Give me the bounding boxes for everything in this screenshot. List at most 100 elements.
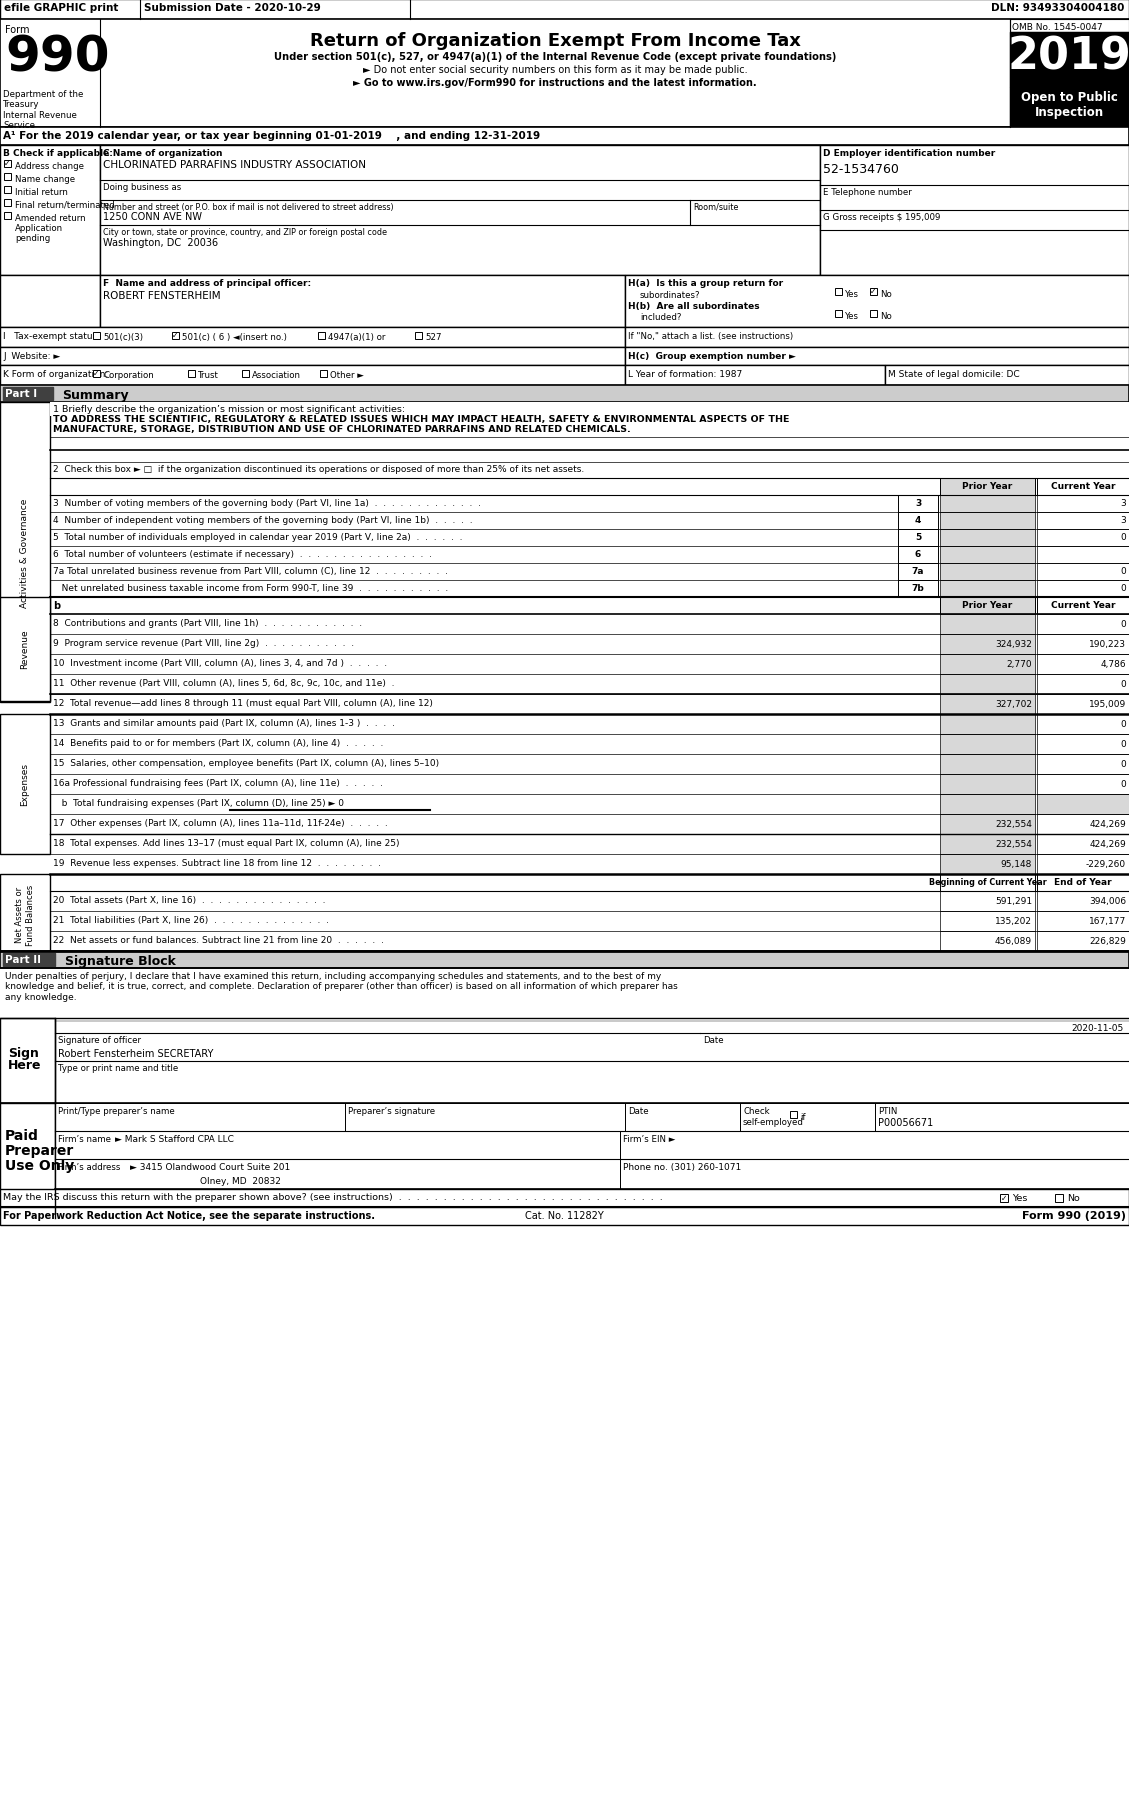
Bar (739, 1104, 875, 1131)
Bar (1038, 513, 1129, 529)
Text: 990: 990 (5, 33, 110, 81)
Text: Doing business as: Doing business as (103, 183, 182, 192)
Text: Check: Check (743, 1106, 770, 1115)
Text: Beginning of Current Year: Beginning of Current Year (929, 878, 1047, 887)
Text: 1250 CONN AVE NW: 1250 CONN AVE NW (103, 211, 202, 222)
Text: 501(c) ( 6 ) ◄(insert no.): 501(c) ( 6 ) ◄(insert no.) (182, 332, 287, 342)
Bar (620, 1131, 1129, 1160)
Text: MANUFACTURE, STORAGE, DISTRIBUTION AND USE OF CHLORINATED PARRAFINS AND RELATED : MANUFACTURE, STORAGE, DISTRIBUTION AND U… (53, 425, 631, 434)
Text: ► Go to www.irs.gov/Form990 for instructions and the latest information.: ► Go to www.irs.gov/Form990 for instruct… (353, 78, 756, 89)
Text: Association: Association (252, 370, 301, 379)
Bar (625, 365, 885, 385)
Bar (898, 580, 938, 598)
Bar (1038, 495, 1129, 513)
Text: 1 Briefly describe the organization’s mission or most significant activities:: 1 Briefly describe the organization’s mi… (53, 405, 405, 414)
Text: Under penalties of perjury, I declare that I have examined this return, includin: Under penalties of perjury, I declare th… (5, 972, 677, 1001)
Text: Print/Type preparer’s name: Print/Type preparer’s name (58, 1106, 175, 1115)
Bar (0, 952, 1129, 969)
Bar (3, 954, 55, 967)
Bar (940, 654, 1035, 674)
Bar (1038, 835, 1129, 855)
Bar (1038, 529, 1129, 548)
Bar (345, 1104, 625, 1131)
Text: May the IRS discuss this return with the preparer shown above? (see instructions: May the IRS discuss this return with the… (3, 1193, 663, 1202)
Bar (55, 1104, 345, 1131)
Bar (1038, 694, 1129, 714)
Text: City or town, state or province, country, and ZIP or foreign postal code: City or town, state or province, country… (103, 228, 387, 237)
Bar (940, 598, 1035, 614)
Text: 0: 0 (1120, 679, 1126, 688)
Text: 9  Program service revenue (Part VIII, line 2g)  .  .  .  .  .  .  .  .  .  .  .: 9 Program service revenue (Part VIII, li… (53, 638, 355, 647)
Text: 4: 4 (914, 515, 921, 524)
Text: Initial return: Initial return (15, 188, 68, 197)
Bar (1038, 735, 1129, 755)
Text: DLN: 93493304004180: DLN: 93493304004180 (990, 4, 1124, 13)
Bar (1038, 775, 1129, 795)
Text: Washington, DC  20036: Washington, DC 20036 (103, 239, 218, 248)
Bar (1010, 33, 1129, 89)
Text: 0: 0 (1120, 779, 1126, 788)
Bar (0, 1189, 1129, 1207)
Text: Yes: Yes (1012, 1193, 1027, 1202)
Bar (1038, 795, 1129, 815)
Text: 6: 6 (914, 549, 921, 558)
Text: C Name of organization: C Name of organization (103, 148, 222, 157)
Bar (1038, 674, 1129, 694)
Bar (0, 1207, 1129, 1225)
Bar (242, 370, 250, 378)
Text: Prior Year: Prior Year (962, 600, 1013, 609)
Text: 167,177: 167,177 (1088, 916, 1126, 925)
Text: Signature of officer: Signature of officer (58, 1035, 141, 1044)
Text: Return of Organization Exempt From Income Tax: Return of Organization Exempt From Incom… (309, 33, 800, 51)
Text: ROBERT FENSTERHEIM: ROBERT FENSTERHEIM (103, 291, 220, 300)
Text: Olney, MD  20832: Olney, MD 20832 (200, 1176, 281, 1185)
Bar (0, 327, 625, 347)
Bar (5, 201, 11, 206)
Text: For Paperwork Reduction Act Notice, see the separate instructions.: For Paperwork Reduction Act Notice, see … (3, 1211, 375, 1220)
Text: Sign: Sign (8, 1046, 38, 1059)
Text: Application: Application (15, 224, 63, 233)
Bar (415, 332, 422, 340)
Text: 10  Investment income (Part VIII, column (A), lines 3, 4, and 7d )  .  .  .  .  : 10 Investment income (Part VIII, column … (53, 658, 387, 667)
Text: 20  Total assets (Part X, line 16)  .  .  .  .  .  .  .  .  .  .  .  .  .  .  .: 20 Total assets (Part X, line 16) . . . … (53, 896, 325, 905)
Text: 2  Check this box ► □  if the organization discontinued its operations or dispos: 2 Check this box ► □ if the organization… (53, 464, 584, 473)
Bar (898, 513, 938, 529)
Bar (940, 548, 1035, 564)
Bar (100, 276, 625, 327)
Bar (0, 1104, 55, 1218)
Text: 12  Total revenue—add lines 8 through 11 (must equal Part VIII, column (A), line: 12 Total revenue—add lines 8 through 11 … (53, 699, 432, 708)
Text: 501(c)(3): 501(c)(3) (103, 332, 143, 342)
Text: 0: 0 (1120, 584, 1126, 593)
Text: Here: Here (8, 1059, 42, 1072)
Text: Date: Date (703, 1035, 724, 1044)
Bar (0, 365, 625, 385)
Text: ► Mark S Stafford CPA LLC: ► Mark S Stafford CPA LLC (115, 1135, 234, 1144)
Text: pending: pending (15, 233, 51, 242)
Text: 0: 0 (1120, 719, 1126, 728)
Text: Address change: Address change (15, 163, 84, 172)
Bar (835, 289, 842, 296)
Bar (5, 186, 11, 193)
Bar (1038, 614, 1129, 634)
Text: 324,932: 324,932 (995, 640, 1032, 649)
Bar (0, 1019, 55, 1104)
Bar (625, 1104, 739, 1131)
Bar (93, 332, 100, 340)
Text: H(a)  Is this a group return for: H(a) Is this a group return for (628, 278, 784, 287)
Text: Date: Date (628, 1106, 649, 1115)
Text: Number and street (or P.O. box if mail is not delivered to street address): Number and street (or P.O. box if mail i… (103, 202, 394, 211)
Text: Firm’s address: Firm’s address (58, 1162, 121, 1171)
Text: D Employer identification number: D Employer identification number (823, 148, 996, 157)
Bar (189, 370, 195, 378)
Bar (1038, 891, 1129, 911)
Text: 527: 527 (425, 332, 441, 342)
Text: No: No (879, 313, 892, 322)
Bar (1038, 855, 1129, 875)
Text: Yes: Yes (844, 313, 859, 322)
Bar (940, 580, 1035, 598)
Text: Yes: Yes (844, 289, 859, 298)
Bar (0, 347, 625, 365)
Text: End of Year: End of Year (1054, 878, 1112, 887)
Bar (320, 370, 327, 378)
Bar (940, 495, 1035, 513)
